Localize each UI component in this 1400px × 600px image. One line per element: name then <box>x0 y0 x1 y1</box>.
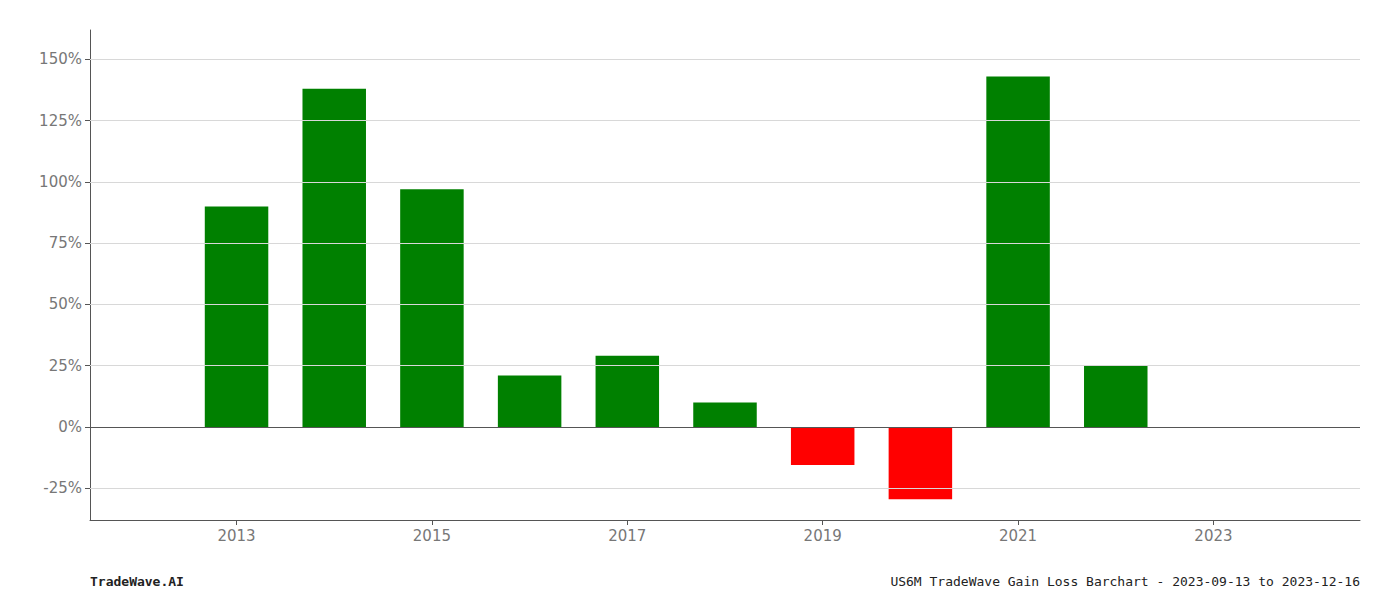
svg-text:2017: 2017 <box>608 527 646 545</box>
svg-text:2021: 2021 <box>999 527 1037 545</box>
svg-text:50%: 50% <box>49 295 82 313</box>
svg-text:2019: 2019 <box>804 527 842 545</box>
svg-text:-25%: -25% <box>43 479 82 497</box>
svg-text:100%: 100% <box>39 173 82 191</box>
svg-text:2013: 2013 <box>217 527 255 545</box>
svg-text:125%: 125% <box>39 112 82 130</box>
svg-text:2015: 2015 <box>413 527 451 545</box>
svg-text:0%: 0% <box>58 418 82 436</box>
svg-text:150%: 150% <box>39 50 82 68</box>
svg-text:25%: 25% <box>49 357 82 375</box>
svg-text:TradeWave.AI: TradeWave.AI <box>90 574 184 589</box>
svg-text:2023: 2023 <box>1194 527 1232 545</box>
svg-text:US6M TradeWave Gain Loss Barch: US6M TradeWave Gain Loss Barchart - 2023… <box>890 574 1360 589</box>
svg-text:75%: 75% <box>49 234 82 252</box>
